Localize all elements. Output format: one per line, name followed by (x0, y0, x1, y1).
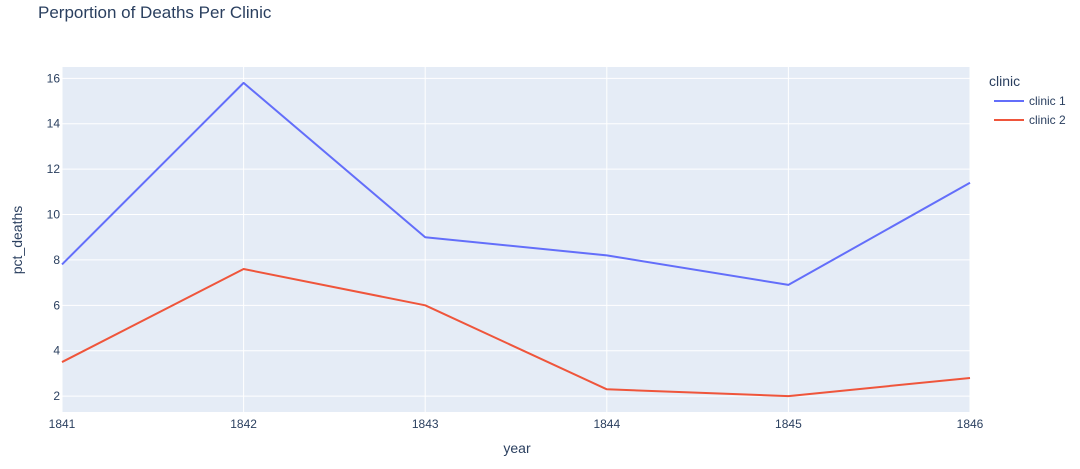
x-tick-label: 1845 (775, 417, 802, 431)
y-tick-label: 14 (47, 117, 61, 131)
y-axis-title: pct_deaths (9, 206, 25, 275)
y-tick-label: 10 (47, 208, 61, 222)
legend-item[interactable]: clinic 2 (994, 113, 1066, 127)
x-tick-label: 1842 (230, 417, 257, 431)
y-tick-label: 12 (47, 162, 61, 176)
tick-labels: 1841 1842 1843 1844 1845 1846 2 4 6 8 10 12 14 16 (47, 71, 984, 431)
y-tick-label: 6 (53, 298, 60, 312)
x-tick-label: 1844 (593, 417, 620, 431)
y-tick-label: 8 (53, 253, 60, 267)
legend-title: clinic (989, 73, 1020, 89)
y-tick-label: 16 (47, 71, 61, 85)
series-line-1[interactable] (61, 81, 971, 286)
x-axis-title: year (503, 440, 531, 456)
legend[interactable]: clinic clinic 1 clinic 2 (989, 73, 1066, 127)
legend-label: clinic 2 (1029, 113, 1066, 127)
chart-title: Perportion of Deaths Per Clinic (38, 3, 272, 22)
series-line-2[interactable] (61, 268, 971, 398)
x-tick-label: 1843 (412, 417, 439, 431)
x-tick-label: 1841 (49, 417, 76, 431)
plot-area (62, 67, 970, 412)
y-tick-label: 4 (53, 344, 60, 358)
y-tick-label: 2 (53, 389, 60, 403)
grid (61, 67, 971, 412)
x-tick-label: 1846 (957, 417, 984, 431)
legend-item[interactable]: clinic 1 (994, 94, 1066, 108)
legend-label: clinic 1 (1029, 94, 1066, 108)
series-lines (61, 81, 971, 398)
